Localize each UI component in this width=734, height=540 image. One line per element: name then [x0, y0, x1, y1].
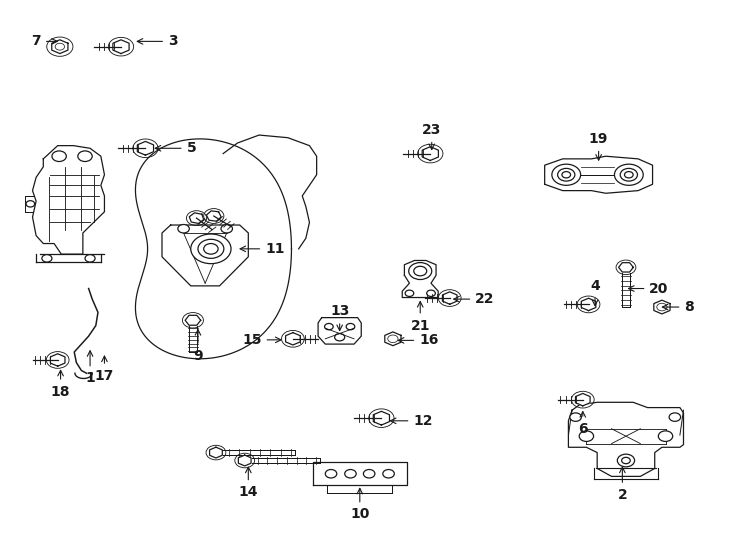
Circle shape	[52, 151, 66, 161]
Circle shape	[346, 323, 355, 330]
Circle shape	[78, 151, 92, 161]
Circle shape	[405, 290, 414, 296]
Circle shape	[622, 457, 631, 464]
Polygon shape	[185, 315, 200, 325]
Text: 20: 20	[628, 281, 669, 295]
Text: 4: 4	[590, 279, 600, 306]
Polygon shape	[402, 260, 438, 298]
Circle shape	[426, 290, 435, 296]
Polygon shape	[113, 40, 129, 53]
Polygon shape	[385, 332, 401, 346]
Polygon shape	[619, 262, 633, 272]
Polygon shape	[137, 141, 153, 155]
Polygon shape	[443, 292, 457, 304]
Polygon shape	[575, 394, 590, 406]
Circle shape	[414, 266, 426, 276]
Circle shape	[324, 323, 333, 330]
Circle shape	[363, 469, 375, 478]
Polygon shape	[189, 213, 204, 224]
Polygon shape	[206, 211, 221, 221]
Text: 11: 11	[240, 242, 285, 256]
Polygon shape	[239, 455, 251, 466]
Text: 5: 5	[155, 141, 197, 156]
Polygon shape	[286, 333, 300, 345]
Polygon shape	[210, 447, 222, 458]
Circle shape	[325, 469, 337, 478]
Text: 14: 14	[239, 467, 258, 500]
Polygon shape	[318, 318, 361, 344]
Circle shape	[562, 172, 570, 178]
Circle shape	[204, 244, 218, 254]
Polygon shape	[545, 156, 653, 193]
Text: 13: 13	[330, 304, 349, 330]
Circle shape	[191, 234, 231, 264]
Circle shape	[42, 255, 52, 262]
Text: 10: 10	[350, 488, 369, 522]
Polygon shape	[313, 462, 407, 485]
Circle shape	[617, 454, 635, 467]
Text: 12: 12	[390, 414, 433, 428]
Text: 21: 21	[410, 301, 430, 333]
Circle shape	[85, 255, 95, 262]
Circle shape	[198, 239, 224, 258]
Polygon shape	[32, 146, 104, 254]
Text: 19: 19	[589, 132, 608, 160]
Text: 6: 6	[578, 411, 588, 436]
Polygon shape	[654, 300, 670, 314]
Circle shape	[345, 469, 356, 478]
Circle shape	[335, 334, 345, 341]
Circle shape	[614, 164, 643, 185]
Circle shape	[570, 413, 581, 421]
Circle shape	[26, 201, 34, 207]
Circle shape	[669, 413, 680, 421]
Circle shape	[552, 164, 581, 185]
Text: 15: 15	[242, 333, 281, 347]
Circle shape	[579, 431, 594, 442]
Polygon shape	[422, 147, 438, 160]
Circle shape	[383, 469, 394, 478]
Text: 16: 16	[399, 333, 438, 347]
Circle shape	[620, 168, 637, 181]
Circle shape	[409, 262, 432, 280]
Polygon shape	[581, 298, 596, 310]
Polygon shape	[568, 402, 683, 476]
Circle shape	[625, 172, 633, 178]
Text: 23: 23	[422, 123, 441, 150]
Polygon shape	[374, 411, 390, 425]
Polygon shape	[52, 40, 68, 53]
Text: 8: 8	[662, 300, 694, 314]
Text: 2: 2	[617, 467, 628, 502]
Text: 22: 22	[454, 292, 495, 306]
Polygon shape	[162, 225, 248, 286]
Circle shape	[221, 225, 233, 233]
Circle shape	[558, 168, 575, 181]
Text: 3: 3	[137, 35, 178, 49]
Text: 1: 1	[85, 351, 95, 386]
Text: 17: 17	[95, 356, 114, 383]
Text: 7: 7	[32, 35, 57, 49]
Polygon shape	[51, 354, 65, 366]
Text: 9: 9	[193, 329, 203, 363]
Text: 18: 18	[51, 370, 70, 399]
Circle shape	[178, 225, 189, 233]
Circle shape	[658, 431, 672, 442]
